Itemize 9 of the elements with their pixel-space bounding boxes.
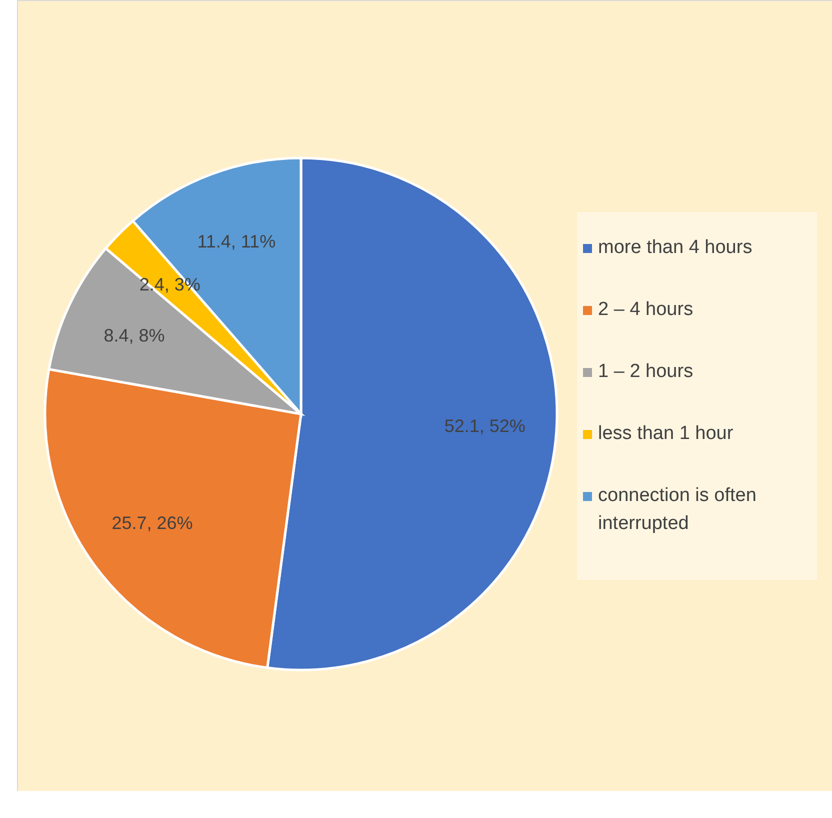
data-label: 25.7, 26% [112,512,193,533]
legend-label: less than 1 hour [598,422,734,446]
legend-label: connection is often interrupted [598,484,758,536]
data-label: 11.4, 11% [197,231,276,252]
legend-label: 1 – 2 hours [598,360,694,384]
legend-label: more than 4 hours [598,236,752,260]
legend-label: 2 – 4 hours [598,298,694,322]
data-label: 52.1, 52% [444,416,526,436]
data-label: 8.4, 8% [104,326,165,346]
